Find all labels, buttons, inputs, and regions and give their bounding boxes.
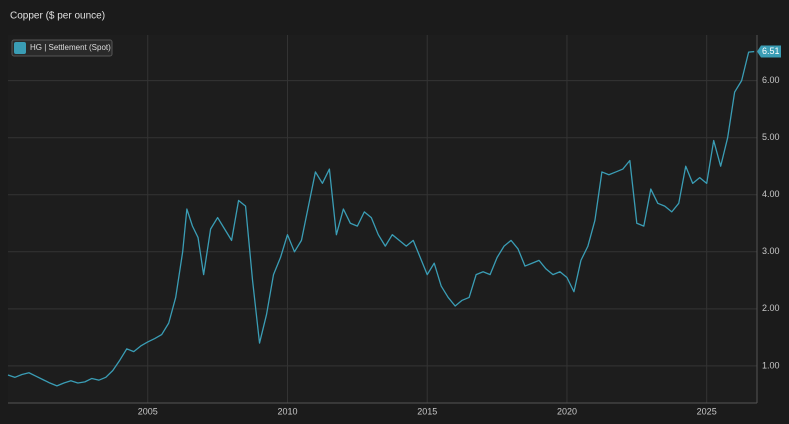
x-tick-label: 2010 <box>277 406 297 416</box>
plot-area <box>8 35 757 403</box>
legend-label: HG | Settlement (Spot) <box>30 43 111 52</box>
last-value-label: 6.51 <box>762 46 780 56</box>
x-tick-label: 2020 <box>557 406 577 416</box>
y-tick-label: 1.00 <box>762 360 780 370</box>
legend-box <box>11 39 113 57</box>
last-value-pointer <box>757 45 781 58</box>
y-tick-label: 3.00 <box>762 246 780 256</box>
y-tick-label: 2.00 <box>762 303 780 313</box>
x-tick-label: 2015 <box>417 406 437 416</box>
x-tick-label: 2025 <box>697 406 717 416</box>
y-tick-label: 4.00 <box>762 189 780 199</box>
y-tick-label: 5.00 <box>762 132 780 142</box>
y-tick-label: 6.00 <box>762 75 780 85</box>
series-line <box>7 50 755 387</box>
legend-swatch <box>14 42 26 54</box>
x-tick-label: 2005 <box>138 406 158 416</box>
chart-title: Copper ($ per ounce) <box>10 11 105 22</box>
